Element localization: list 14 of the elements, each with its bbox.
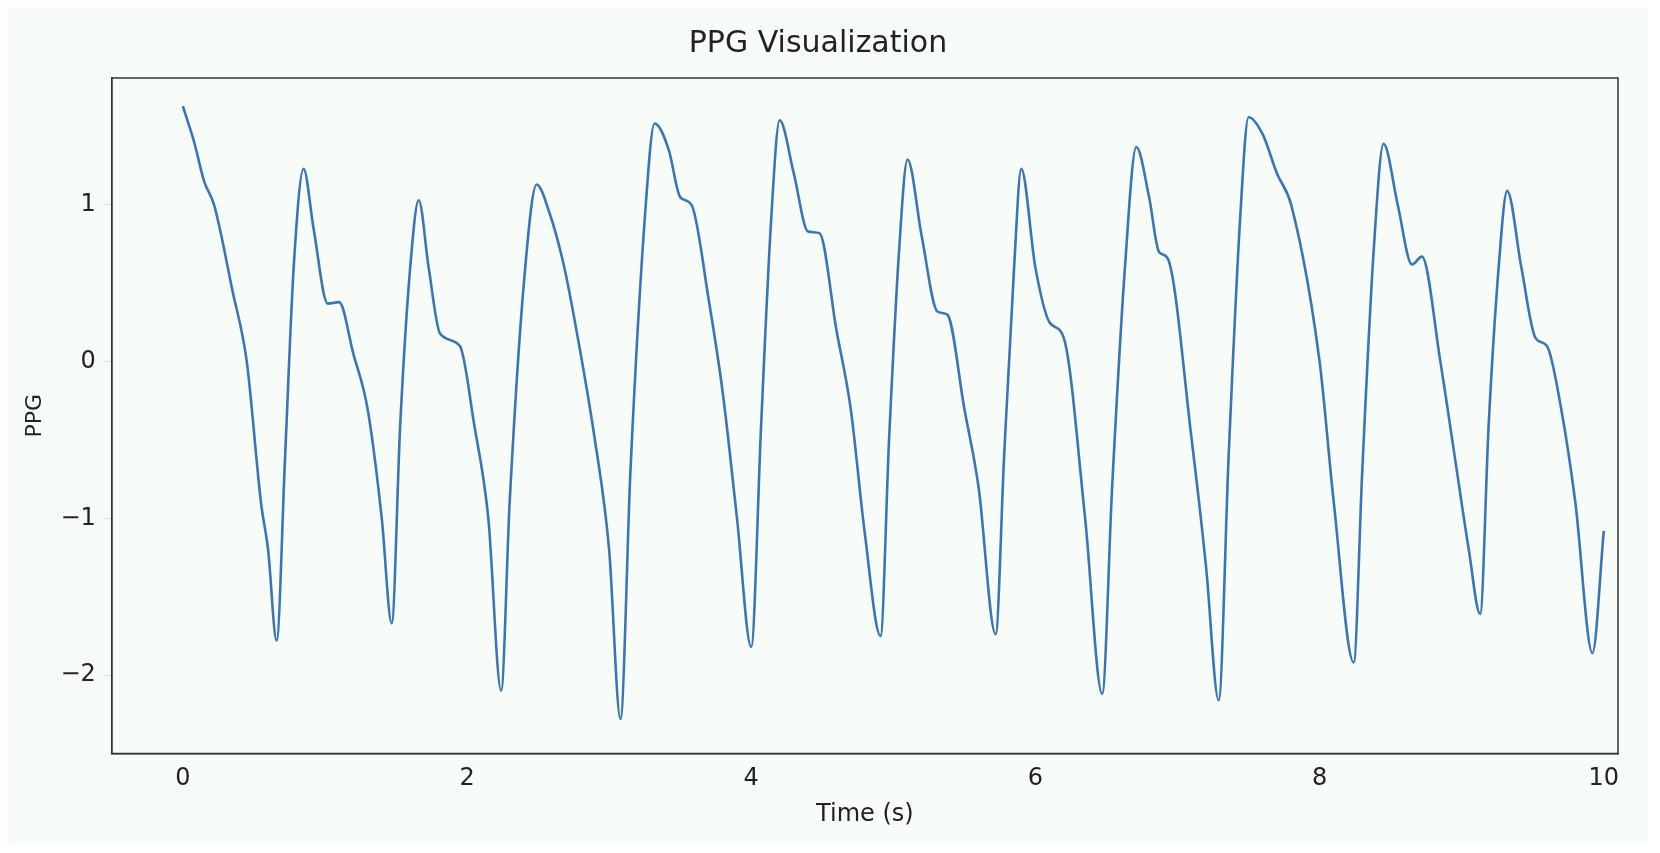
y-tick-label: −1 <box>60 502 96 531</box>
y-tick-label: 1 <box>80 189 96 218</box>
x-tick-label: 4 <box>743 763 759 792</box>
line-series <box>181 104 1606 721</box>
x-tick-label: 6 <box>1027 763 1044 792</box>
y-tick-label: −2 <box>60 659 96 688</box>
x-tick-label: 0 <box>175 763 191 792</box>
y-axis-title: PPG <box>20 393 46 438</box>
x-tick-label: 10 <box>1588 763 1620 792</box>
y-tick-label: 0 <box>80 345 96 374</box>
x-tick-label: 8 <box>1311 763 1328 792</box>
x-axis-title: Time (s) <box>815 798 914 827</box>
x-tick-label: 2 <box>459 763 475 792</box>
chart-title: PPG Visualization <box>688 23 948 59</box>
